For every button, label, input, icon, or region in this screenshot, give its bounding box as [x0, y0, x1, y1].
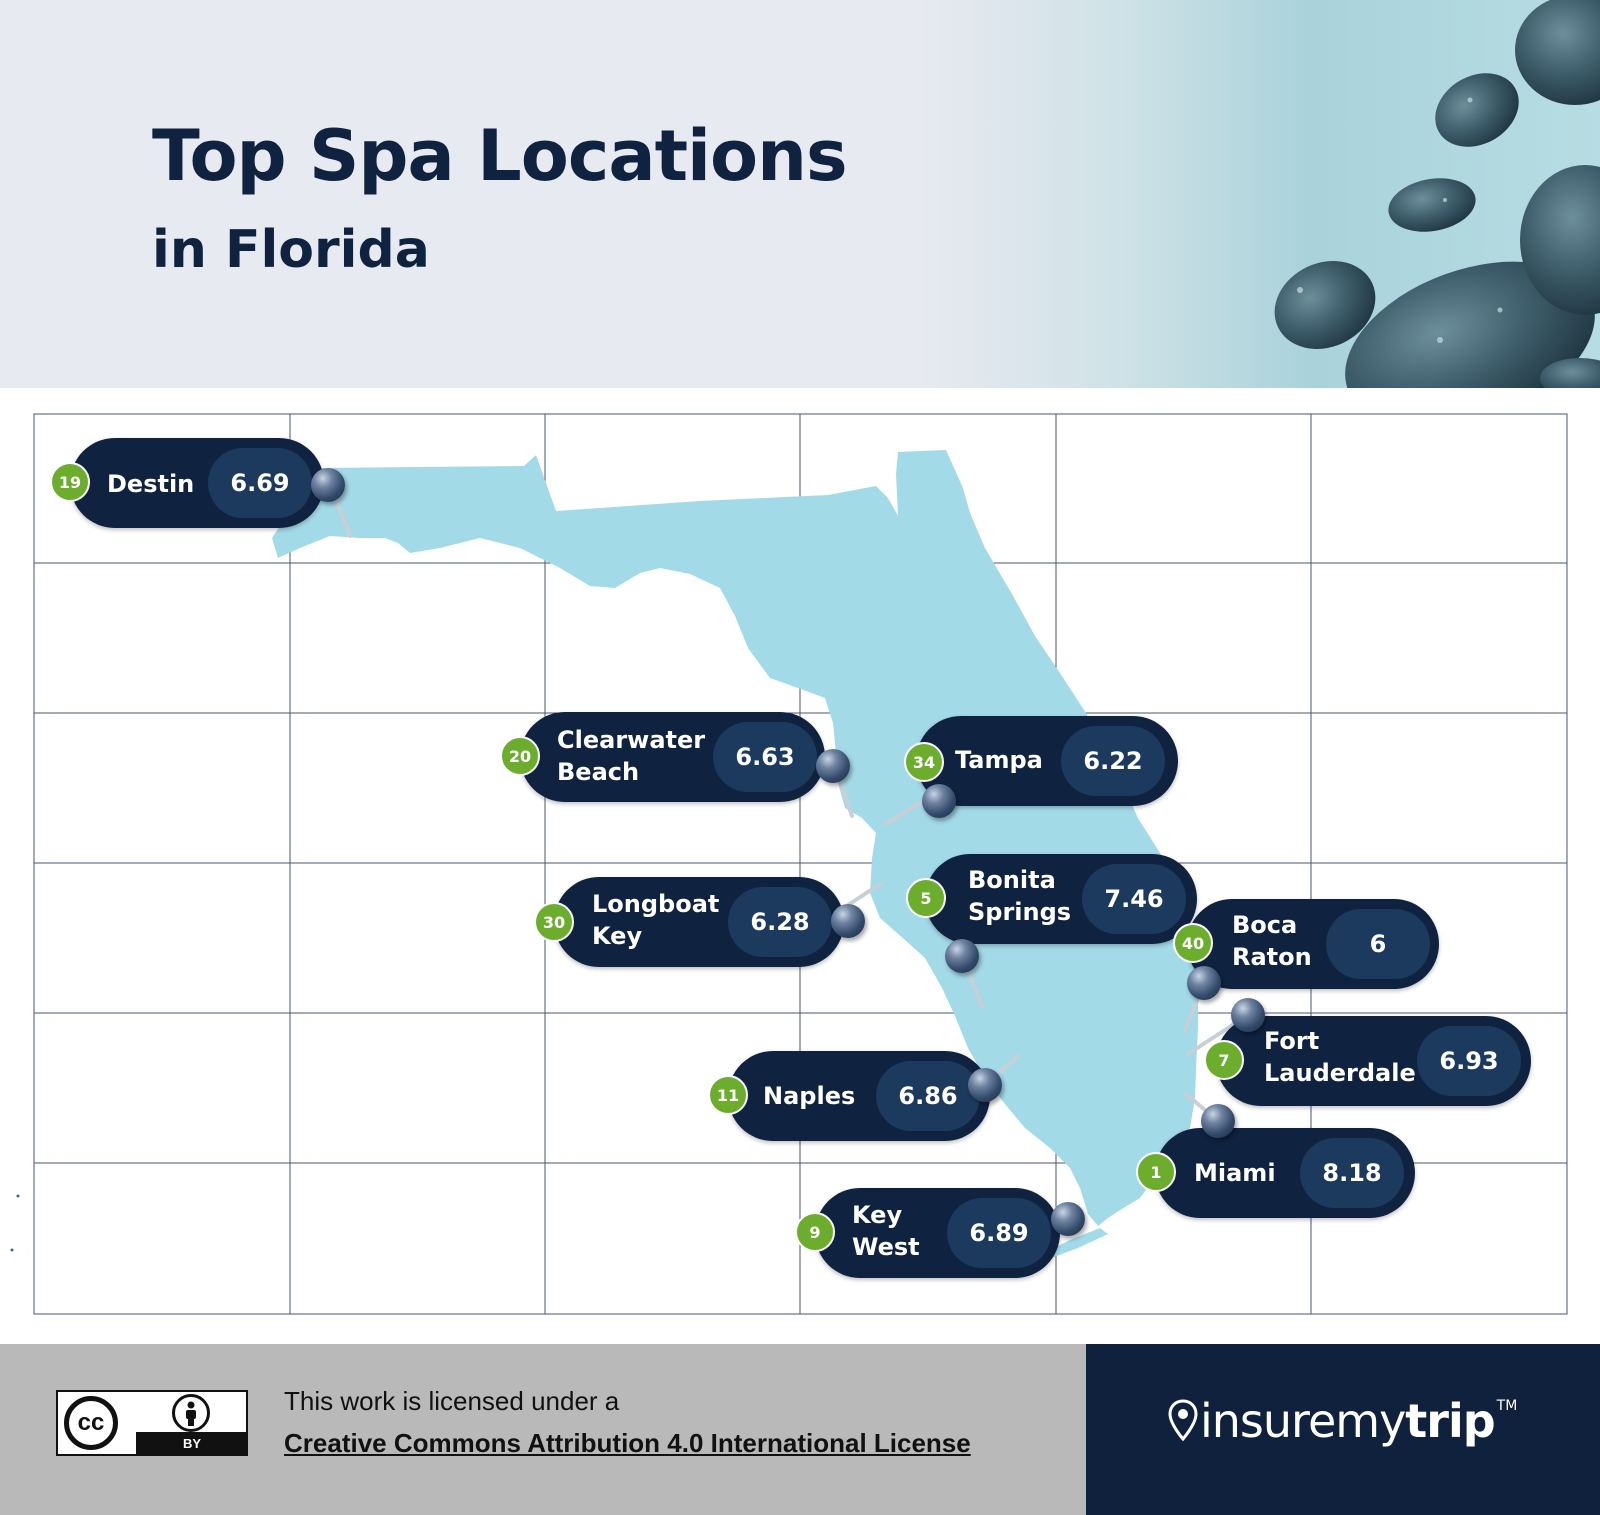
florida-map: 19 Destin 6.69 20 Clearwater Beach 6.63 … — [0, 388, 1600, 1344]
pin-head — [922, 784, 956, 818]
city-name: Longboat Key — [592, 890, 720, 950]
brand-footer: insuremy trip TM — [1086, 1344, 1600, 1515]
pin-head — [1231, 998, 1265, 1032]
pin-head — [1201, 1104, 1235, 1138]
score-pill: 6.22 — [1061, 726, 1165, 796]
license-link[interactable]: Creative Commons Attribution 4.0 Interna… — [284, 1428, 971, 1458]
florida-shape — [272, 450, 1198, 1226]
city-name: Destin — [107, 470, 195, 498]
pin-head — [1187, 966, 1221, 1000]
cc-by-label: BY — [182, 1436, 202, 1451]
page-title: Top Spa Locations — [152, 115, 848, 197]
spa-stones-image — [1274, 0, 1600, 388]
rank-badge: 9 — [795, 1212, 835, 1252]
rank-badge: 19 — [50, 462, 90, 502]
rank-badge: 34 — [904, 742, 944, 782]
map-canvas — [10, 413, 1568, 1315]
pin-head — [831, 904, 865, 938]
insuremytrip-logo[interactable]: insuremy trip TM — [1168, 1394, 1517, 1448]
brand-text-light: insuremy — [1200, 1394, 1406, 1448]
location-pin-icon — [1168, 1399, 1198, 1442]
score-pill: 6.93 — [1417, 1026, 1521, 1096]
city-name: Naples — [763, 1082, 856, 1110]
page-subtitle: in Florida — [152, 220, 430, 280]
score-pill: 6.86 — [876, 1061, 980, 1131]
pin-head — [1051, 1202, 1085, 1236]
pin-head — [816, 749, 850, 783]
city-name: Bonita Springs — [968, 866, 1072, 926]
score-pill: 6.69 — [208, 448, 312, 518]
rank-badge: 30 — [534, 902, 574, 942]
pin-head — [945, 939, 979, 973]
pin-head — [311, 468, 345, 502]
rank-badge: 11 — [708, 1075, 748, 1115]
city-name: Tampa — [955, 746, 1043, 774]
license-intro-text: This work is licensed under a — [284, 1386, 620, 1416]
cc-by-badge[interactable]: cc BY — [56, 1390, 248, 1456]
score-pill: 6.89 — [947, 1198, 1051, 1268]
pin-head — [968, 1068, 1002, 1102]
trademark-mark: TM — [1496, 1398, 1518, 1414]
city-name: Boca Raton — [1232, 911, 1312, 971]
city-name: Clearwater Beach — [557, 726, 706, 786]
score-pill: 7.46 — [1082, 864, 1186, 934]
score-pill: 8.18 — [1300, 1138, 1404, 1208]
rank-badge: 40 — [1173, 923, 1213, 963]
header-banner: Top Spa Locations in Florida — [0, 0, 1600, 388]
rank-badge: 5 — [906, 878, 946, 918]
score-pill: 6 — [1326, 909, 1430, 979]
brand-text-bold: trip — [1405, 1394, 1495, 1448]
license-footer: cc BY This work is licensed under a Crea… — [0, 1344, 1086, 1515]
city-name: Miami — [1194, 1159, 1276, 1187]
score-pill: 6.63 — [713, 722, 817, 792]
rank-badge: 20 — [500, 736, 540, 776]
city-name: Fort Lauderdale — [1264, 1027, 1416, 1087]
rank-badge: 1 — [1136, 1152, 1176, 1192]
rank-badge: 7 — [1204, 1040, 1244, 1080]
score-pill: 6.28 — [728, 887, 832, 957]
attribution-person-icon — [172, 1394, 210, 1432]
cc-icon: cc — [64, 1396, 118, 1450]
city-name: Key West — [852, 1201, 920, 1261]
